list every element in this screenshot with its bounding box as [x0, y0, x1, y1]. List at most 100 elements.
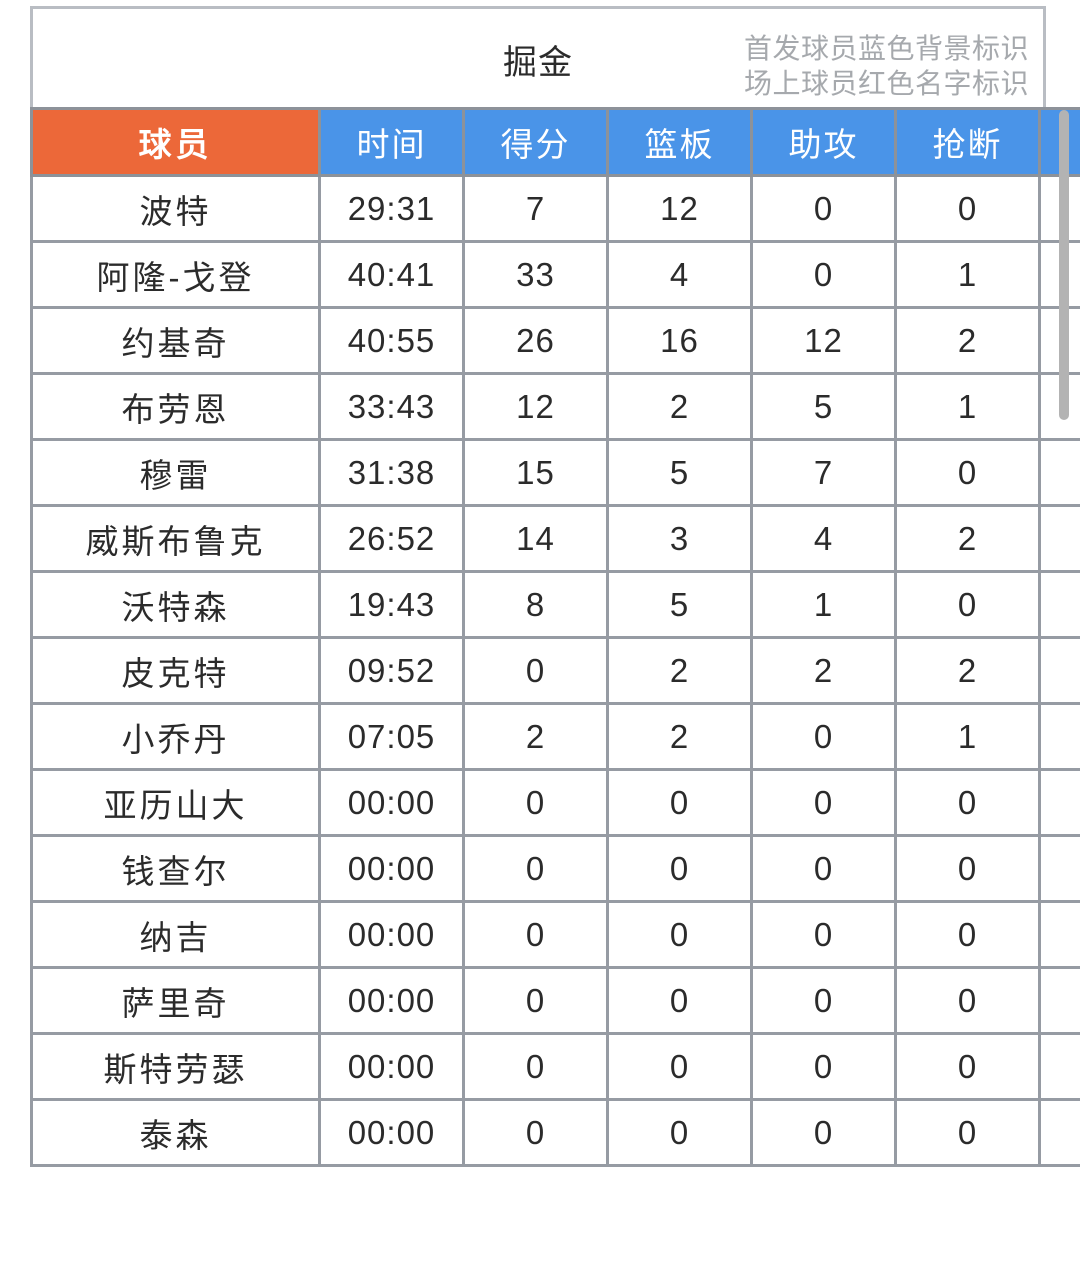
cell-minutes: 29:31	[318, 174, 465, 243]
table-row[interactable]: 波特 29:31 7 12 0 0	[30, 174, 1080, 243]
cell-points: 12	[462, 372, 609, 441]
vertical-scrollbar[interactable]	[1059, 106, 1069, 1261]
cell-rebounds: 4	[606, 240, 753, 309]
table-row[interactable]: 穆雷 31:38 15 5 7 0	[30, 438, 1080, 507]
cell-points: 33	[462, 240, 609, 309]
cell-overflow	[1038, 1032, 1080, 1101]
table-row[interactable]: 威斯布鲁克 26:52 14 3 4 2	[30, 504, 1080, 573]
cell-overflow	[1038, 570, 1080, 639]
cell-points: 0	[462, 636, 609, 705]
cell-assists: 0	[750, 240, 897, 309]
cell-overflow	[1038, 504, 1080, 573]
cell-assists: 4	[750, 504, 897, 573]
cell-points: 14	[462, 504, 609, 573]
cell-overflow	[1038, 1098, 1080, 1167]
cell-steals: 2	[894, 504, 1041, 573]
legend-note: 首发球员蓝色背景标识 场上球员红色名字标识	[744, 31, 1029, 101]
cell-rebounds: 0	[606, 1032, 753, 1101]
cell-overflow	[1038, 768, 1080, 837]
cell-player-name: 穆雷	[30, 438, 321, 507]
cell-points: 0	[462, 834, 609, 903]
cell-assists: 0	[750, 1098, 897, 1167]
header-row: 球员 时间 得分 篮板 助攻 抢断	[30, 107, 1080, 177]
cell-assists: 0	[750, 174, 897, 243]
column-header-points[interactable]: 得分	[462, 107, 609, 177]
table-row[interactable]: 亚历山大 00:00 0 0 0 0	[30, 768, 1080, 837]
cell-overflow	[1038, 834, 1080, 903]
table-row[interactable]: 纳吉 00:00 0 0 0 0	[30, 900, 1080, 969]
cell-minutes: 09:52	[318, 636, 465, 705]
cell-steals: 1	[894, 372, 1041, 441]
cell-player-name: 约基奇	[30, 306, 321, 375]
cell-minutes: 40:41	[318, 240, 465, 309]
cell-points: 0	[462, 900, 609, 969]
cell-steals: 0	[894, 438, 1041, 507]
cell-player-name: 纳吉	[30, 900, 321, 969]
table-row[interactable]: 钱查尔 00:00 0 0 0 0	[30, 834, 1080, 903]
cell-minutes: 00:00	[318, 834, 465, 903]
table-row[interactable]: 布劳恩 33:43 12 2 5 1	[30, 372, 1080, 441]
column-header-rebounds[interactable]: 篮板	[606, 107, 753, 177]
column-header-steals[interactable]: 抢断	[894, 107, 1041, 177]
table-row[interactable]: 沃特森 19:43 8 5 1 0	[30, 570, 1080, 639]
cell-rebounds: 2	[606, 636, 753, 705]
cell-points: 2	[462, 702, 609, 771]
cell-rebounds: 16	[606, 306, 753, 375]
cell-assists: 0	[750, 1032, 897, 1101]
table-row[interactable]: 约基奇 40:55 26 16 12 2	[30, 306, 1080, 375]
cell-rebounds: 0	[606, 768, 753, 837]
stats-table-header: 球员 时间 得分 篮板 助攻 抢断	[30, 107, 1080, 177]
cell-points: 0	[462, 966, 609, 1035]
cell-rebounds: 0	[606, 966, 753, 1035]
table-row[interactable]: 阿隆-戈登 40:41 33 4 0 1	[30, 240, 1080, 309]
cell-points: 0	[462, 1098, 609, 1167]
cell-assists: 12	[750, 306, 897, 375]
cell-minutes: 40:55	[318, 306, 465, 375]
table-row[interactable]: 泰森 00:00 0 0 0 0	[30, 1098, 1080, 1167]
column-header-minutes[interactable]: 时间	[318, 107, 465, 177]
table-row[interactable]: 斯特劳瑟 00:00 0 0 0 0	[30, 1032, 1080, 1101]
cell-player-name: 泰森	[30, 1098, 321, 1167]
cell-rebounds: 5	[606, 438, 753, 507]
cell-assists: 0	[750, 834, 897, 903]
cell-player-name: 阿隆-戈登	[30, 240, 321, 309]
cell-player-name: 皮克特	[30, 636, 321, 705]
column-header-assists[interactable]: 助攻	[750, 107, 897, 177]
cell-steals: 1	[894, 240, 1041, 309]
cell-steals: 0	[894, 768, 1041, 837]
team-name-title: 掘金	[503, 44, 573, 82]
cell-steals: 2	[894, 306, 1041, 375]
table-row[interactable]: 小乔丹 07:05 2 2 0 1	[30, 702, 1080, 771]
cell-points: 26	[462, 306, 609, 375]
cell-steals: 0	[894, 834, 1041, 903]
cell-rebounds: 0	[606, 900, 753, 969]
cell-rebounds: 3	[606, 504, 753, 573]
table-row[interactable]: 萨里奇 00:00 0 0 0 0	[30, 966, 1080, 1035]
cell-player-name: 波特	[30, 174, 321, 243]
cell-assists: 7	[750, 438, 897, 507]
table-row[interactable]: 皮克特 09:52 0 2 2 2	[30, 636, 1080, 705]
cell-player-name: 钱查尔	[30, 834, 321, 903]
cell-steals: 0	[894, 966, 1041, 1035]
cell-rebounds: 0	[606, 834, 753, 903]
cell-minutes: 00:00	[318, 768, 465, 837]
cell-steals: 1	[894, 702, 1041, 771]
vertical-scrollbar-thumb[interactable]	[1059, 110, 1069, 420]
cell-steals: 0	[894, 1098, 1041, 1167]
cell-player-name: 小乔丹	[30, 702, 321, 771]
cell-points: 7	[462, 174, 609, 243]
cell-rebounds: 0	[606, 1098, 753, 1167]
cell-points: 15	[462, 438, 609, 507]
column-header-player[interactable]: 球员	[30, 107, 321, 177]
stats-table-scroll-area[interactable]: 球员 时间 得分 篮板 助攻 抢断 波特 29:31 7 12 0 0 阿隆-戈登 40:41…	[30, 107, 1080, 1261]
cell-minutes: 00:00	[318, 966, 465, 1035]
player-stats-table: 球员 时间 得分 篮板 助攻 抢断 波特 29:31 7 12 0 0 阿隆-戈登 40:41…	[30, 107, 1080, 1167]
legend-line-oncourt: 场上球员红色名字标识	[743, 68, 1029, 99]
cell-overflow	[1038, 636, 1080, 705]
cell-assists: 1	[750, 570, 897, 639]
card-header: 掘金 首发球员蓝色背景标识 场上球员红色名字标识	[33, 9, 1043, 110]
cell-player-name: 威斯布鲁克	[30, 504, 321, 573]
cell-minutes: 00:00	[318, 900, 465, 969]
cell-player-name: 布劳恩	[30, 372, 321, 441]
